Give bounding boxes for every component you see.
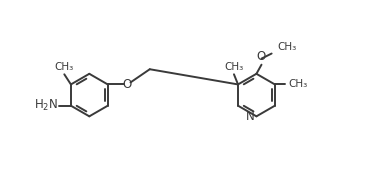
Text: N: N: [246, 110, 254, 123]
Text: O: O: [257, 50, 266, 63]
Text: CH₃: CH₃: [55, 62, 74, 72]
Text: H$_2$N: H$_2$N: [34, 98, 58, 113]
Text: CH₃: CH₃: [278, 42, 297, 52]
Text: CH₃: CH₃: [224, 62, 244, 72]
Text: CH₃: CH₃: [288, 79, 307, 89]
Text: O: O: [122, 78, 132, 91]
